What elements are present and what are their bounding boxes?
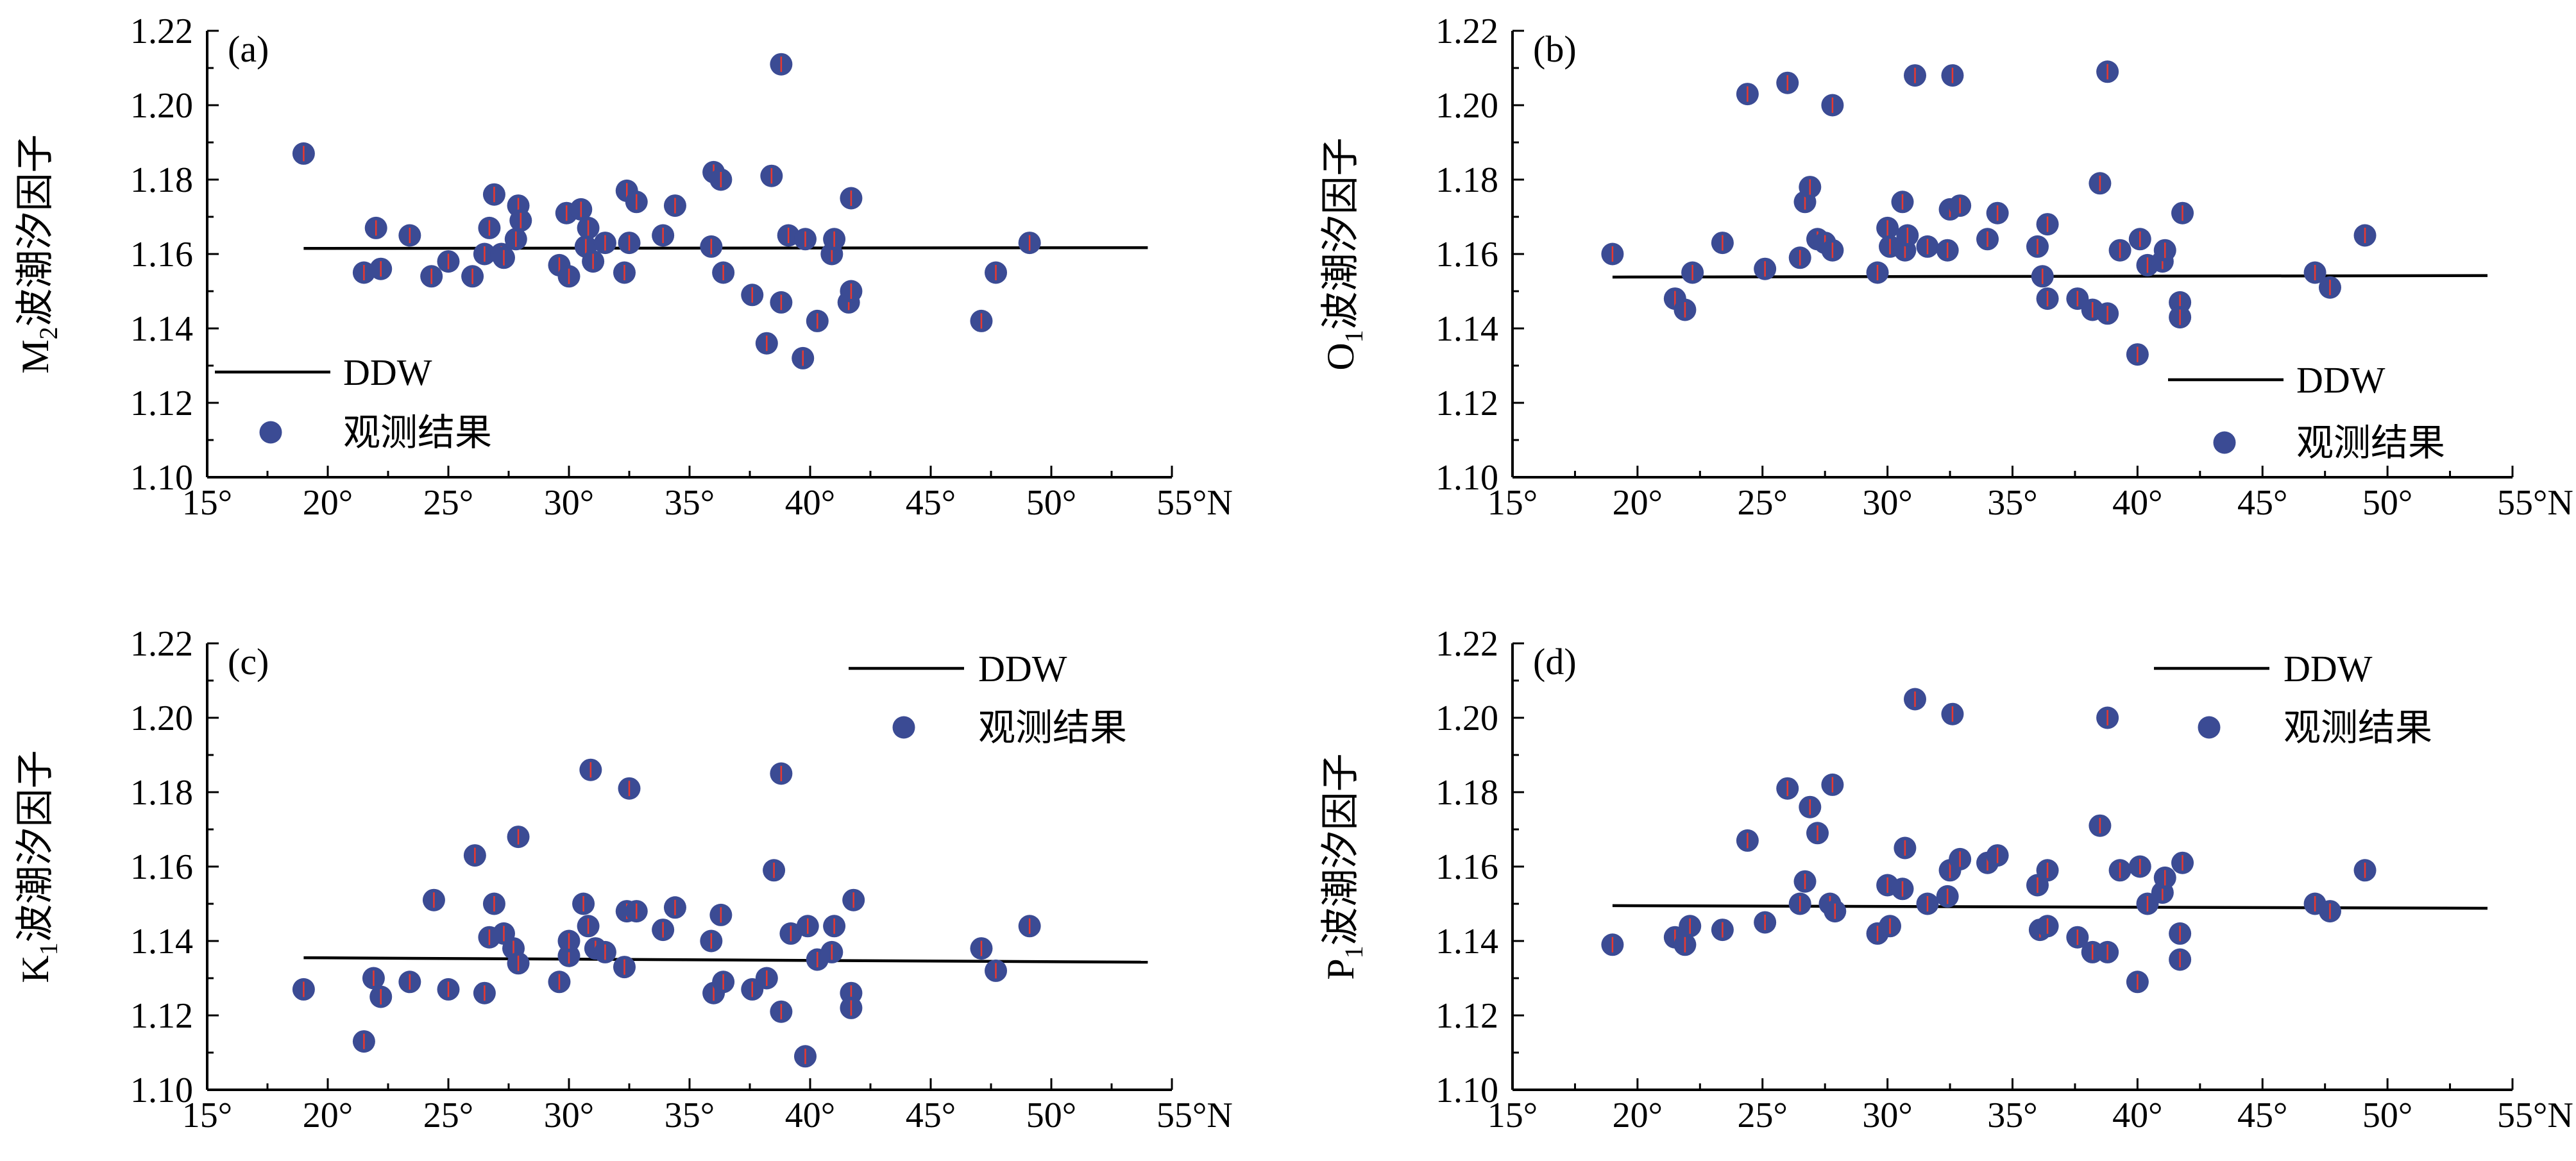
y-tick-label: 1.18 [1436,773,1498,813]
x-tick-label: 25° [1738,1096,1788,1135]
chart-panel-3: 1.10 1.12 1.14 1.16 1.18 1.20 1.22 15° 20° 25° 30°… [14,624,1233,1135]
x-tick-label: 35° [665,483,715,523]
x-tick-label: 35° [1987,1096,2037,1135]
legend-label-ddw: DDW [978,648,1067,690]
y-tick-label: 1.16 [1436,847,1498,887]
y-tick-label: 1.10 [130,1071,193,1110]
y-tick-label: 1.10 [130,458,193,498]
y-axis-label: K1波潮汐因子 [14,750,63,983]
legend-label-observed: 观测结果 [343,412,492,453]
legend-label-ddw: DDW [2284,648,2373,690]
y-tick-label: 1.12 [130,996,193,1036]
x-tick-label: 40° [2112,1096,2162,1135]
x-tick-label: 30° [544,483,594,523]
legend-marker-swatch [892,716,915,739]
panel-label: (a) [228,28,269,70]
x-tick-label: 20° [303,1096,353,1135]
y-tick-label: 1.12 [1436,996,1498,1036]
y-tick-label: 1.20 [130,699,193,738]
y-tick-label: 1.14 [130,309,193,349]
legend-label-observed: 观测结果 [978,707,1127,749]
legend-label-observed: 观测结果 [2296,422,2445,464]
y-tick-label: 1.22 [1436,12,1498,51]
y-tick-label: 1.12 [130,384,193,423]
x-tick-label: 20° [1613,1096,1663,1135]
legend-label-ddw: DDW [343,352,432,393]
x-tick-label: 30° [544,1096,594,1135]
x-tick-label: 55°N [2497,1096,2573,1135]
legend-label-ddw: DDW [2296,359,2385,401]
chart-panel-2: 1.10 1.12 1.14 1.16 1.18 1.20 1.22 15° 20° 25° 30°… [1319,12,2573,523]
y-tick-label: 1.16 [130,847,193,887]
legend-marker-swatch [2213,431,2236,454]
x-tick-label: 45° [906,483,956,523]
y-tick-label: 1.20 [130,86,193,126]
x-tick-label: 50° [2362,1096,2412,1135]
x-tick-label: 35° [665,1096,715,1135]
legend-label-observed: 观测结果 [2284,707,2432,749]
x-tick-label: 55°N [1157,483,1233,523]
y-tick-label: 1.16 [1436,235,1498,275]
y-tick-label: 1.12 [1436,384,1498,423]
legend: DDW 观测结果 [2154,648,2432,749]
x-tick-label: 50° [2362,483,2412,523]
x-tick-label: 45° [2237,483,2287,523]
x-tick-label: 25° [423,1096,473,1135]
x-tick-label: 40° [2112,483,2162,523]
x-tick-label: 55°N [1157,1096,1233,1135]
x-tick-label: 25° [1738,483,1788,523]
y-tick-label: 1.14 [1436,922,1498,962]
y-tick-label: 1.16 [130,235,193,275]
x-tick-label: 15° [1487,1096,1538,1135]
x-tick-label: 15° [1487,483,1538,523]
x-tick-label: 15° [182,483,232,523]
y-tick-label: 1.18 [1436,160,1498,200]
chart-panel-1: 1.10 1.12 1.14 1.16 1.18 1.20 1.22 15° 20° 25° 30°… [14,12,1233,523]
y-tick-label: 1.14 [1436,309,1498,349]
y-tick-label: 1.20 [1436,699,1498,738]
panel-label: (b) [1533,28,1577,70]
x-tick-label: 20° [1613,483,1663,523]
panel-label: (d) [1533,641,1577,682]
y-tick-label: 1.22 [1436,624,1498,664]
y-tick-label: 1.22 [130,12,193,51]
x-tick-label: 30° [1862,1096,1912,1135]
y-tick-label: 1.22 [130,624,193,664]
y-tick-label: 1.10 [1436,1071,1498,1110]
x-tick-label: 50° [1026,1096,1076,1135]
legend-marker-swatch [2198,716,2221,739]
x-tick-label: 40° [785,483,835,523]
y-tick-label: 1.18 [130,160,193,200]
ddw-line [303,956,1148,964]
x-tick-label: 45° [906,1096,956,1135]
legend-marker-swatch [259,421,282,444]
x-tick-label: 35° [1987,483,2037,523]
legend: DDW 观测结果 [2168,359,2445,464]
y-tick-label: 1.20 [1436,86,1498,126]
y-axis-label: M2波潮汐因子 [14,134,63,373]
legend: DDW 观测结果 [849,648,1127,749]
x-tick-label: 50° [1026,483,1076,523]
x-tick-label: 25° [423,483,473,523]
x-tick-label: 15° [182,1096,232,1135]
legend: DDW 观测结果 [215,352,492,453]
x-tick-label: 20° [303,483,353,523]
panel-label: (c) [228,641,269,682]
chart-panel-4: 1.10 1.12 1.14 1.16 1.18 1.20 1.22 15° 20° 25° 30°… [1319,624,2573,1135]
y-tick-label: 1.10 [1436,458,1498,498]
y-tick-label: 1.14 [130,922,193,962]
x-tick-label: 55°N [2497,483,2573,523]
y-axis-label: O1波潮汐因子 [1319,137,1368,370]
x-tick-label: 45° [2237,1096,2287,1135]
y-tick-label: 1.18 [130,773,193,813]
x-tick-label: 30° [1862,483,1912,523]
y-axis-label: P1波潮汐因子 [1319,753,1368,979]
x-tick-label: 40° [785,1096,835,1135]
ddw-line [1612,904,2488,910]
